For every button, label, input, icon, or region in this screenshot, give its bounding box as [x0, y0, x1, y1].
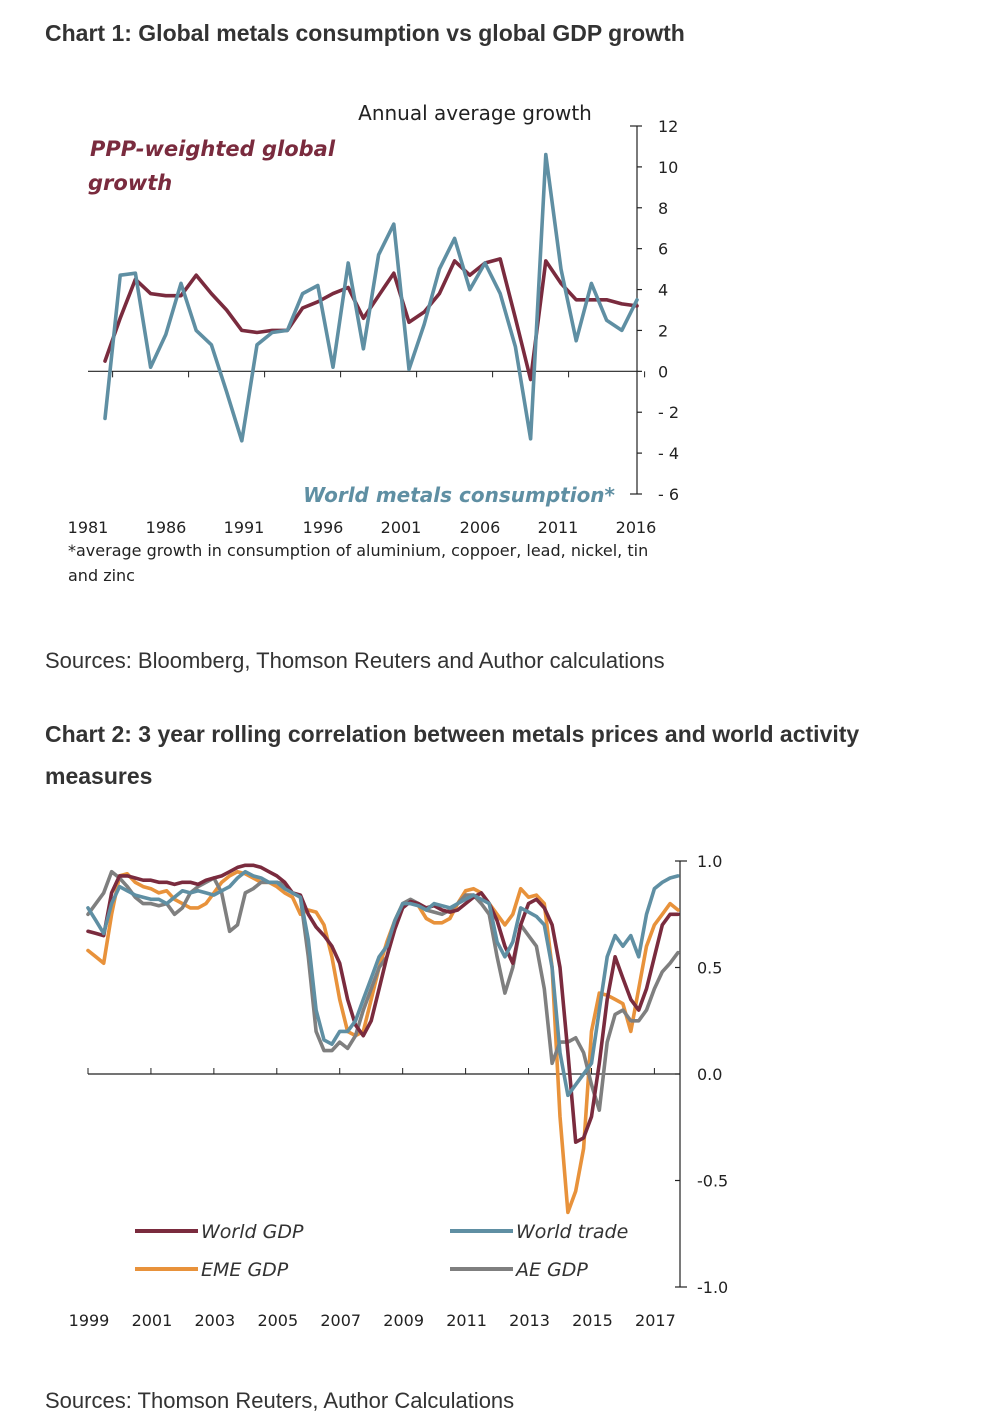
chart2-series-world-trade: [86, 869, 680, 1098]
chart2-heading: Chart 2: 3 year rolling correlation betw…: [45, 721, 860, 789]
chart1-annotation-metals: World metals consumption*: [303, 483, 615, 507]
chart1-tick-labels: 12 10 8 6 4 2 0 - 2 - 4 - 6 1981 1986 1991 1996 2001 20…: [68, 117, 679, 537]
chart2-legend: World GDP World trade EME GDP AE GDP: [135, 1221, 628, 1281]
chart1-footnote-line1: *average growth in consumption of alumin…: [68, 541, 648, 560]
chart1-x-tick-label: 1986: [146, 518, 187, 537]
chart2-y-tick-label: 1.0: [697, 852, 722, 871]
chart2-source: Sources: Thomson Reuters, Author Calcula…: [45, 1388, 515, 1413]
chart1-x-tick-label: 2011: [538, 518, 579, 537]
chart1-x-tick-label: 2006: [460, 518, 501, 537]
chart2-legend-label: World trade: [516, 1221, 628, 1243]
chart1-x-tick-label: 1991: [224, 518, 265, 537]
chart2-x-tick-label: 2003: [195, 1311, 236, 1330]
chart2-legend-label: AE GDP: [514, 1259, 588, 1281]
chart2-x-tick-label: 2013: [509, 1311, 550, 1330]
chart2-series-eme-gdp: [86, 869, 680, 1215]
chart1-annotation-gdp-line2: growth: [88, 171, 172, 195]
chart1-plot: Annual average growth PPP-weighted globa…: [68, 101, 679, 585]
chart2-legend-item-ae-gdp: AE GDP: [450, 1259, 588, 1281]
chart1-y-tick-label: 8: [658, 199, 668, 218]
chart1-series-ppp-weighted-global-growth: [103, 257, 639, 382]
chart2-x-tick-label: 2009: [383, 1311, 424, 1330]
chart2-legend-item-world-gdp: World GDP: [135, 1221, 304, 1243]
chart2-legend-item-eme-gdp: EME GDP: [135, 1259, 289, 1281]
chart1-axes: [88, 125, 646, 495]
chart1-y-tick-label: - 2: [658, 403, 679, 422]
chart1-y-tick-label: 4: [658, 281, 668, 300]
chart2-y-tick-label: -0.5: [697, 1172, 728, 1191]
chart2-x-tick-label: 2001: [132, 1311, 173, 1330]
chart1-x-tick-label: 1981: [68, 518, 109, 537]
chart2-x-tick-label: 2017: [635, 1311, 676, 1330]
chart2-x-tick-label: 2007: [320, 1311, 361, 1330]
chart2-y-tick-label: -1.0: [697, 1278, 728, 1297]
chart2-x-tick-label: 2011: [446, 1311, 487, 1330]
chart1-series: [103, 152, 639, 443]
chart1-annotation-gdp: PPP-weighted global growth: [88, 137, 342, 195]
chart1-series-world-metals-consumption: [103, 152, 639, 443]
chart2-x-tick-label: 1999: [69, 1311, 110, 1330]
chart2-y-tick-label: 0.5: [697, 959, 722, 978]
chart1-footnote: *average growth in consumption of alumin…: [68, 541, 653, 585]
chart2-legend-item-world-trade: World trade: [450, 1221, 628, 1243]
chart2-series-world-gdp: [86, 863, 680, 1145]
chart1-y-tick-label: 6: [658, 240, 668, 259]
chart1-source: Sources: Bloomberg, Thomson Reuters and …: [45, 648, 665, 673]
chart1-x-tick-label: 2001: [381, 518, 422, 537]
chart2-series-ae-gdp: [86, 869, 680, 1113]
chart1-footnote-line2: and zinc: [68, 566, 135, 585]
chart2-legend-label: World GDP: [201, 1221, 304, 1243]
chart1-y-tick-label: 0: [658, 362, 668, 381]
chart2-axes: [87, 860, 687, 1288]
chart2-x-tick-label: 2005: [257, 1311, 298, 1330]
chart1-y-tick-label: 12: [658, 117, 678, 136]
chart1-y-axis-title: Annual average growth: [358, 101, 592, 125]
chart2-legend-label: EME GDP: [201, 1259, 289, 1281]
chart1-y-tick-label: 2: [658, 321, 668, 340]
chart1-x-tick-label: 1996: [303, 518, 344, 537]
chart2-plot: 1.0 0.5 0.0 -0.5 -1.0 1999 2001 2003 2005 2007 200…: [69, 852, 729, 1330]
chart1-y-tick-label: 10: [658, 158, 678, 177]
chart2-tick-labels: 1.0 0.5 0.0 -0.5 -1.0 1999 2001 2003 2005 2007 200…: [69, 852, 729, 1330]
chart1-x-tick-label: 2016: [616, 518, 657, 537]
chart2-series: [86, 863, 680, 1215]
chart1-y-tick-label: - 6: [658, 485, 679, 504]
chart2-y-tick-label: 0.0: [697, 1065, 722, 1084]
chart1-y-tick-label: - 4: [658, 444, 679, 463]
chart1-heading: Chart 1: Global metals consumption vs gl…: [45, 20, 685, 46]
chart1-annotation-gdp-line1: PPP-weighted global: [90, 137, 336, 161]
chart2-x-tick-label: 2015: [572, 1311, 613, 1330]
